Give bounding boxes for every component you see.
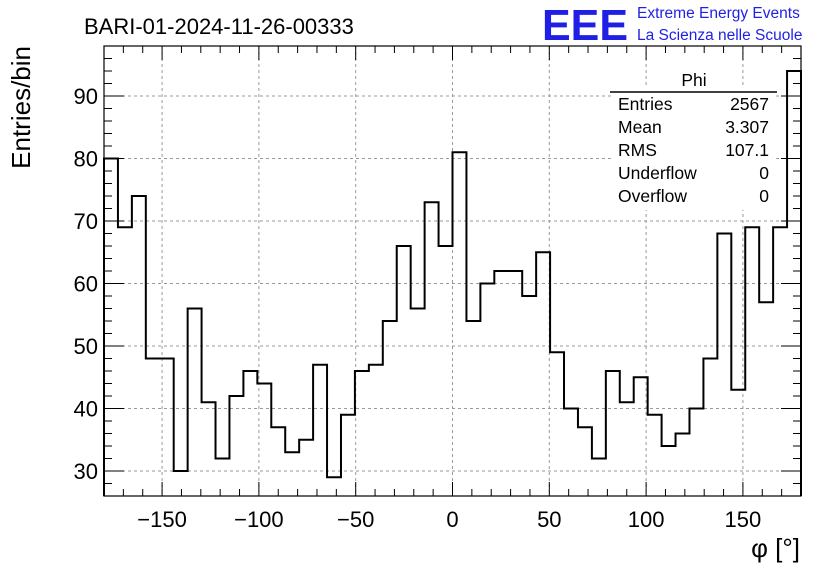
stats-label-mean: Mean: [618, 117, 662, 137]
y-tick-label: 90: [74, 84, 98, 109]
y-tick-label: 80: [74, 147, 98, 172]
stats-box-title: Phi: [681, 70, 706, 90]
y-tick-label: 50: [74, 334, 98, 359]
stats-label-rms: RMS: [618, 140, 657, 160]
y-axis-title: Entries/bin: [6, 46, 36, 169]
x-tick-label: −50: [337, 507, 374, 532]
chart-title: BARI-01-2024-11-26-00333: [84, 14, 354, 39]
stats-value-entries: 2567: [730, 94, 769, 114]
stats-value-rms: 107.1: [725, 140, 769, 160]
stats-value-underflow: 0: [759, 163, 769, 183]
y-tick-label: 70: [74, 209, 98, 234]
logo-mark: EEE: [542, 1, 628, 50]
stats-value-overflow: 0: [759, 186, 769, 206]
stats-label-entries: Entries: [618, 94, 673, 114]
y-tick-label: 30: [74, 459, 98, 484]
axis-ticks: [104, 46, 801, 496]
stats-box: Phi Entries 2567 Mean 3.307 RMS 107.1 Un…: [610, 70, 777, 210]
histogram-outline: [103, 70, 802, 496]
plot-frame: [103, 45, 802, 497]
y-tick-label: 40: [74, 397, 98, 422]
logo-line2: La Scienza nelle Scuole: [637, 27, 802, 44]
x-tick-label: −150: [137, 507, 187, 532]
x-tick-label: −100: [234, 507, 284, 532]
y-tick-label: 60: [74, 272, 98, 297]
logo-line1: Extreme Energy Events: [637, 5, 800, 22]
eee-logo: EEE Extreme Energy Events La Scienza nel…: [542, 1, 802, 50]
stats-label-underflow: Underflow: [618, 163, 697, 183]
x-tick-label: 50: [537, 507, 561, 532]
x-tick-label: 150: [725, 507, 762, 532]
stats-value-mean: 3.307: [725, 117, 769, 137]
x-tick-label: 0: [446, 507, 458, 532]
tick-labels: −150 −100 −50 0 50 100 150 30 40 50 60 70 80 90: [74, 84, 762, 532]
x-tick-label: 100: [628, 507, 665, 532]
stats-label-overflow: Overflow: [618, 186, 687, 206]
x-axis-title: φ [°]: [751, 533, 800, 563]
